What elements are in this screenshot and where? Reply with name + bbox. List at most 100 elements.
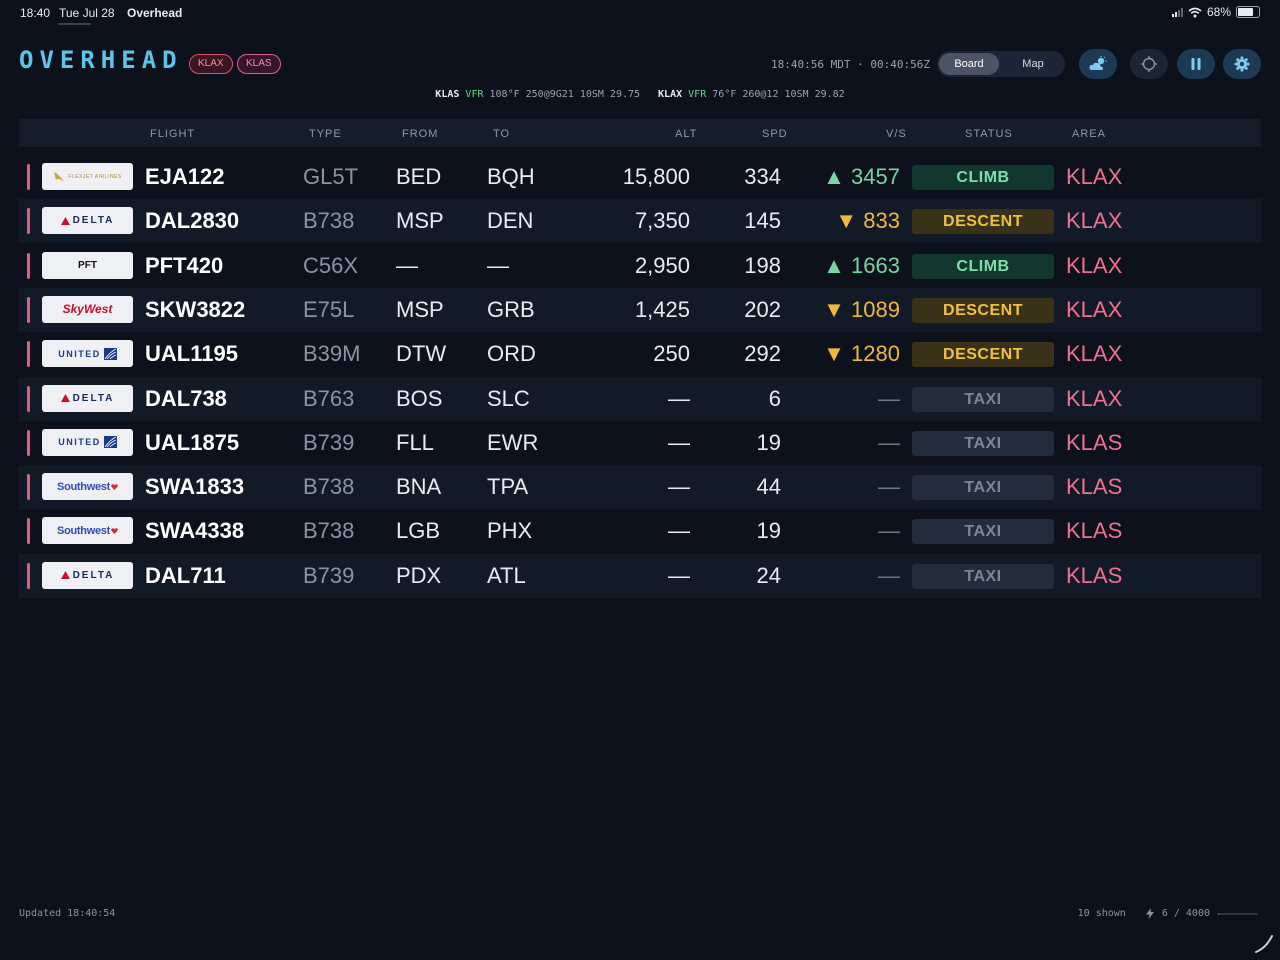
- altitude-value: —: [668, 385, 690, 411]
- flight-callsign: UAL1875: [145, 429, 240, 455]
- weather-button[interactable]: [1079, 49, 1117, 79]
- southwest-heart-icon: [111, 528, 118, 534]
- origin-airport: MSP: [396, 296, 444, 322]
- airline-logo-text: Southwest: [57, 524, 110, 537]
- battery-percent: 68%: [1206, 5, 1231, 19]
- status-badge: DESCENT: [912, 342, 1054, 368]
- row-area-indicator: [27, 164, 30, 190]
- airport-chip-klas[interactable]: KLAS: [237, 54, 281, 74]
- table-row[interactable]: UNITED UAL1875 B739 FLL EWR — 19 — TAXI KLAS: [19, 421, 1261, 465]
- origin-airport: PDX: [396, 562, 442, 588]
- pause-button[interactable]: [1177, 49, 1215, 79]
- origin-airport: FLL: [396, 429, 434, 455]
- resize-handle-icon[interactable]: [1254, 934, 1274, 954]
- destination-airport: DEN: [487, 208, 534, 234]
- speed-value: 145: [744, 208, 781, 234]
- speed-value: 198: [744, 252, 781, 278]
- clock-readout: 18:40:56 MDT · 00:40:56Z: [771, 58, 930, 71]
- airline-logo: PFT: [42, 251, 133, 279]
- column-header-status[interactable]: STATUS: [965, 128, 1013, 140]
- weather-icon: [1089, 56, 1107, 70]
- column-header-vs[interactable]: V/S: [886, 128, 907, 140]
- metar-entry-klax: KLAX VFR 76°F 260@12 10SM 29.82: [658, 89, 845, 100]
- column-header-type[interactable]: TYPE: [309, 128, 342, 140]
- aircraft-type: B739: [303, 562, 355, 588]
- multitask-indicator[interactable]: [58, 23, 91, 25]
- table-row[interactable]: FLEXJET AIRLINES EJA122 GL5T BED BQH 15,800 33…: [19, 155, 1261, 199]
- delta-widget-icon: [60, 216, 70, 225]
- row-area-indicator: [27, 385, 30, 412]
- altitude-value: 15,800: [622, 164, 690, 189]
- area-code: KLAS: [1066, 429, 1123, 455]
- column-header-alt[interactable]: ALT: [675, 128, 698, 140]
- vertical-speed: ▼ 1280: [823, 341, 900, 367]
- area-code: KLAX: [1066, 341, 1123, 367]
- aircraft-type: B738: [303, 474, 355, 500]
- table-row[interactable]: DELTA DAL2830 B738 MSP DEN 7,350 145 ▼ 833 DESCE…: [19, 199, 1261, 244]
- speed-value: 44: [756, 474, 781, 500]
- locate-button[interactable]: [1130, 49, 1168, 79]
- aircraft-type: B739: [303, 429, 355, 455]
- flight-callsign: DAL738: [145, 385, 227, 411]
- column-header-spd[interactable]: SPD: [762, 128, 788, 140]
- united-globe-icon: [103, 436, 117, 449]
- airline-logo-text: SkyWest: [62, 302, 113, 317]
- table-row[interactable]: Southwest SWA4338 B738 LGB PHX — 19 — TAXI KLAS: [19, 509, 1261, 553]
- destination-airport: EWR: [487, 429, 539, 455]
- metar-bar: KLAS VFR 108°F 250@9G21 10SM 29.75 KLAX V…: [0, 89, 1280, 100]
- aircraft-type: C56X: [303, 252, 359, 278]
- table-row[interactable]: UNITED UAL1195 B39M DTW ORD 250 292 ▼ 1280 DESCE…: [19, 332, 1261, 376]
- speed-value: 292: [744, 341, 781, 367]
- altitude-value: 2,950: [634, 252, 690, 278]
- table-row[interactable]: SkyWest SKW3822 E75L MSP GRB 1,425 202 ▼ 1089 DE…: [19, 287, 1261, 332]
- speed-value: 19: [756, 429, 781, 455]
- status-badge: TAXI: [912, 475, 1054, 501]
- system-status-bar: 18:40 Tue Jul 28 Overhead 68%: [0, 0, 1280, 26]
- row-area-indicator: [27, 252, 30, 279]
- airport-chip-klax[interactable]: KLAX: [189, 54, 233, 74]
- vertical-speed: ▲ 3457: [823, 164, 900, 189]
- area-code: KLAX: [1066, 385, 1123, 411]
- wifi-icon: [1188, 7, 1202, 17]
- area-code: KLAS: [1066, 474, 1123, 500]
- column-header-from[interactable]: FROM: [402, 128, 439, 140]
- speed-value: 6: [768, 385, 781, 411]
- table-row[interactable]: PFT PFT420 C56X — — 2,950 198 ▲ 1663 CLIMB KLAX: [19, 244, 1261, 288]
- metar-report: 108°F 250@9G21 10SM 29.75: [489, 89, 641, 100]
- flight-callsign: DAL711: [145, 562, 226, 588]
- aircraft-type: E75L: [303, 296, 355, 322]
- altitude-value: —: [668, 474, 690, 500]
- vertical-speed: ▼ 833: [835, 208, 900, 234]
- map-view-button[interactable]: Map: [1022, 58, 1044, 70]
- airline-logo: Southwest: [42, 473, 133, 501]
- airline-logo-text: UNITED: [58, 348, 101, 359]
- metar-report: 76°F 260@12 10SM 29.82: [712, 89, 845, 100]
- column-header-flight[interactable]: FLIGHT: [150, 128, 196, 140]
- metar-station: KLAX: [658, 89, 683, 100]
- settings-button[interactable]: [1223, 49, 1261, 79]
- vertical-speed: —: [878, 518, 900, 544]
- southwest-heart-icon: [111, 483, 118, 490]
- table-row[interactable]: DELTA DAL711 B739 PDX ATL — 24 — TAXI KLAS: [19, 553, 1261, 598]
- status-time: 18:40: [20, 6, 51, 20]
- table-row[interactable]: DELTA DAL738 B763 BOS SLC — 6 — TAXI KLAX: [19, 376, 1261, 421]
- airline-logo: DELTA: [42, 561, 133, 589]
- area-code: KLAX: [1066, 296, 1123, 322]
- flight-callsign: SWA1833: [145, 474, 245, 500]
- footer-stats: 10 shown 6 / 4000: [1078, 908, 1258, 919]
- speed-value: 334: [744, 164, 781, 189]
- airline-logo-text: UNITED: [58, 437, 101, 448]
- status-badge: DESCENT: [912, 209, 1054, 235]
- table-row[interactable]: Southwest SWA1833 B738 BNA TPA — 44 — TAXI KLAS: [19, 465, 1261, 510]
- area-code: KLAX: [1066, 164, 1123, 189]
- area-code: KLAS: [1066, 518, 1123, 544]
- altitude-value: —: [668, 562, 690, 588]
- status-date: Tue Jul 28: [59, 6, 115, 20]
- column-header-area[interactable]: AREA: [1072, 128, 1106, 140]
- board-view-button[interactable]: Board: [939, 53, 999, 75]
- destination-airport: —: [487, 252, 509, 278]
- column-header-to[interactable]: TO: [493, 128, 511, 140]
- destination-airport: TPA: [487, 474, 529, 500]
- airline-logo: FLEXJET AIRLINES: [42, 163, 133, 190]
- vertical-speed: ▼ 1089: [823, 296, 900, 322]
